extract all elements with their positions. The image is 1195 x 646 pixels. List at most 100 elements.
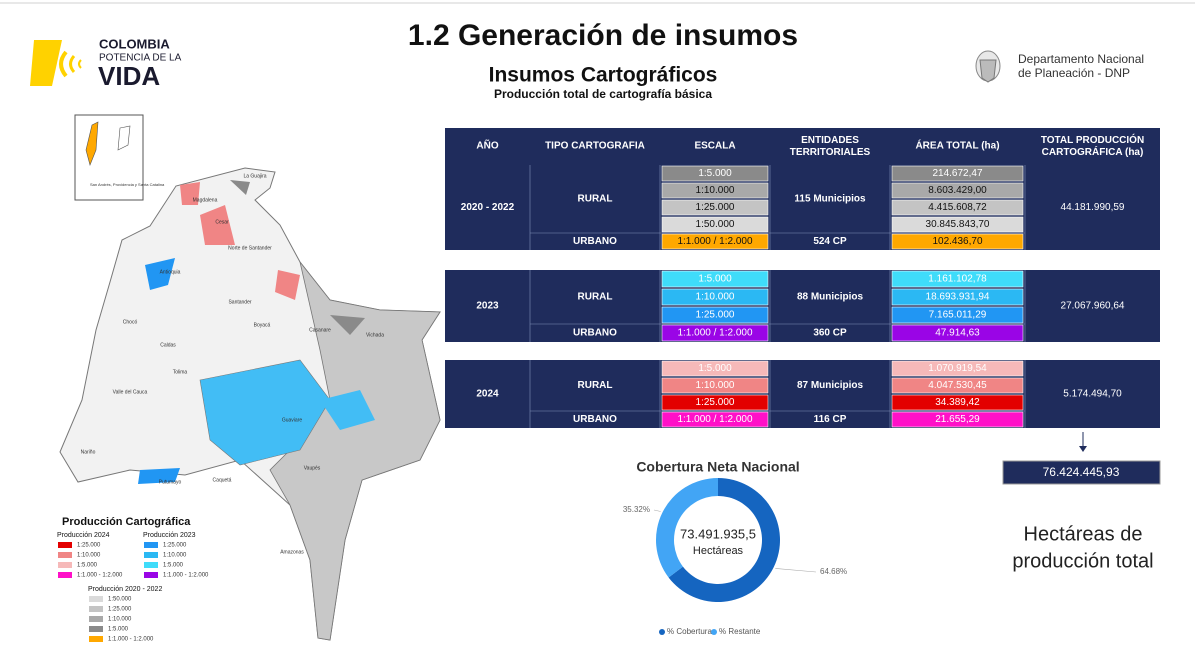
legend-item: 1:5.000: [163, 563, 184, 569]
legend-swatch: [144, 552, 158, 558]
map-label: Putumayo: [159, 479, 182, 485]
area-cell: [891, 324, 1024, 342]
scale-cell: [661, 165, 769, 182]
entities-cell: 87 Municipios: [797, 380, 864, 391]
area-cell: [891, 182, 1024, 199]
entities-cell: 524 CP: [813, 236, 847, 247]
donut-label: 64.68%: [820, 567, 847, 576]
label-leader: [653, 509, 661, 512]
scale-text: 1:25.000: [696, 310, 735, 321]
type-cell: URBANO: [573, 328, 617, 339]
scale-cell: [661, 233, 769, 250]
donut-label: 35.32%: [623, 505, 650, 514]
map-label: Caquetá: [213, 477, 232, 483]
logo: [30, 40, 82, 86]
map-label: Amazonas: [280, 549, 304, 555]
legend-swatch: [144, 572, 158, 578]
legend-group: Producción 2023: [143, 532, 196, 539]
area-text: 7.165.011,29: [929, 310, 987, 321]
area-text: 47.914,63: [935, 328, 980, 339]
legend-item: 1:5.000: [77, 563, 98, 569]
legend-swatch: [144, 562, 158, 568]
type-cell: URBANO: [573, 236, 617, 247]
scale-text: 1:25.000: [696, 397, 735, 408]
scale-cell: [661, 288, 769, 306]
legend-group: Producción 2020 - 2022: [88, 586, 162, 593]
legend-item: 1:10.000: [108, 617, 132, 623]
total-cell: 44.181.990,59: [1061, 202, 1125, 213]
area-text: 34.389,42: [935, 397, 980, 408]
legend-swatch: [58, 572, 72, 578]
arrow-head: [1079, 446, 1087, 452]
donut-slice: [668, 478, 780, 602]
scale-cell: [661, 394, 769, 411]
map-label: Guaviare: [282, 417, 303, 423]
scale-text: 1:25.000: [696, 202, 735, 213]
scale-text: 1:5.000: [698, 274, 732, 285]
column-header: ESCALA: [694, 141, 735, 152]
map: [59, 114, 441, 641]
legend-swatch: [89, 596, 103, 602]
legend-item: 1:5.000: [108, 627, 129, 633]
map-label: Nariño: [81, 449, 96, 455]
logo-text: VIDA: [98, 61, 160, 91]
year-cell: 2020 - 2022: [461, 202, 515, 213]
legend-item: 1:1.000 - 1:2.000: [163, 573, 209, 579]
donut-center: Hectáreas: [693, 545, 744, 557]
map-label: Vichada: [366, 332, 384, 338]
legend-swatch: [89, 606, 103, 612]
legend-item: 1:25.000: [163, 543, 187, 549]
scale-cell: [661, 377, 769, 394]
label-leader: [775, 568, 817, 573]
logo-text: POTENCIA DE LA: [99, 53, 182, 64]
legend-item: 1:1.000 - 1:2.000: [77, 573, 123, 579]
legend-swatch: [58, 562, 72, 568]
area-text: 1.070.919,54: [928, 363, 987, 374]
dnp-text: Departamento Nacional: [1018, 52, 1144, 66]
donut-title: Cobertura Neta Nacional: [636, 459, 799, 475]
title: 1.2 Generación de insumos: [408, 19, 798, 52]
legend-dot: [659, 629, 665, 635]
table-header: [445, 128, 1160, 165]
map-label: Casanare: [309, 327, 331, 333]
inset-box: [74, 114, 144, 201]
caption: Producción total de cartografía básica: [494, 87, 712, 101]
map-label: La Guajira: [243, 173, 266, 179]
legend-swatch: [58, 552, 72, 558]
map-label: Cesar: [215, 219, 229, 225]
inset-label: San Andrés, Providencia y Santa Catalina: [90, 182, 165, 187]
column-header: TIPO CARTOGRAFIA: [545, 141, 645, 152]
legend-dot: [711, 629, 717, 635]
scale-cell: [661, 411, 769, 428]
legend-swatch: [144, 542, 158, 548]
area-text: 8.603.429,00: [928, 185, 987, 196]
area-text: 4.047.530,45: [928, 380, 987, 391]
map-label: Antioquia: [160, 269, 181, 275]
legend-swatch: [89, 636, 103, 642]
area-text: 18.693.931,94: [926, 292, 990, 303]
area-text: 30.845.843,70: [926, 219, 990, 230]
grand-total: 76.424.445,93: [1043, 465, 1120, 479]
type-cell: RURAL: [578, 292, 613, 303]
subtitle: Insumos Cartográficos: [489, 64, 718, 87]
map-label: Chocó: [123, 319, 138, 325]
table-block: [445, 270, 1160, 342]
scale-cell: [661, 324, 769, 342]
legend-title: Producción Cartográfica: [62, 516, 191, 528]
map-label: Valle del Cauca: [113, 389, 148, 395]
legend-item: 1:50.000: [108, 597, 132, 603]
donut-slice: [655, 478, 718, 578]
scale-cell: [661, 216, 769, 233]
column-header: ENTIDADES TERRITORIALES: [790, 135, 871, 158]
map-label: Santander: [228, 299, 251, 305]
scale-text: 1:1.000 / 1:2.000: [677, 414, 753, 425]
donut-legend: % Cobertura: [667, 627, 712, 636]
area-cell: [891, 270, 1024, 288]
map-label: Tolima: [173, 369, 188, 375]
map-label: Vaupés: [304, 465, 321, 471]
total-cell: 5.174.494,70: [1063, 389, 1122, 400]
column-header: ÁREA TOTAL (ha): [915, 139, 999, 152]
area-text: 4.415.608,72: [928, 202, 987, 213]
